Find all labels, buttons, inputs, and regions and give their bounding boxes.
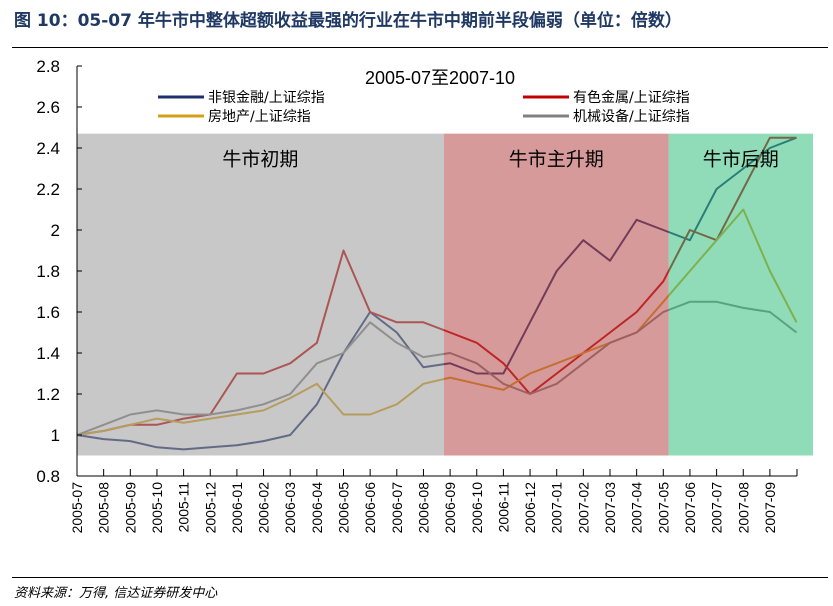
x-tick-label: 2006-12 [522, 482, 538, 534]
legend-label-1: 有色金属/上证综指 [573, 89, 690, 106]
x-tick-label: 2006-11 [495, 482, 511, 533]
x-tick-label: 2006-06 [362, 482, 378, 534]
y-tick-label: 1.4 [36, 344, 60, 363]
region-label-0: 牛市初期 [222, 149, 298, 171]
x-tick-label: 2005-07 [69, 482, 85, 534]
x-tick-label: 2005-11 [176, 482, 192, 533]
region-label-1: 牛市主升期 [509, 149, 604, 171]
x-tick-label: 2006-08 [415, 482, 431, 534]
region-0 [77, 133, 444, 456]
bottom-divider [12, 577, 828, 578]
x-ticks: 2005-07 2005-08 2005-09 2005-10 2005-11 2005-… [69, 469, 798, 534]
x-tick-label: 2007-02 [575, 482, 591, 534]
x-tick-label: 2005-12 [202, 482, 218, 534]
source-note: 资料来源：万得, 信达证券研发中心 [14, 586, 218, 601]
x-tick-label: 2005-08 [96, 482, 112, 534]
region-label-2: 牛市后期 [703, 149, 779, 171]
x-tick-label: 2007-08 [735, 482, 751, 534]
chart-title: 2005-07至2007-10 [365, 68, 515, 88]
region-1 [443, 133, 669, 456]
x-tick-label: 2007-07 [709, 482, 725, 534]
x-tick-label: 2005-10 [149, 482, 165, 534]
y-tick-label: 1.8 [36, 262, 60, 281]
x-tick-label: 2006-03 [282, 482, 298, 534]
x-tick-label: 2007-06 [682, 482, 698, 534]
y-tick-label: 2.6 [36, 98, 60, 117]
y-ticks: 0.8 1 1.2 1.4 1.6 1.8 2 2.2 2.4 2.6 2.8 [36, 57, 82, 486]
y-tick-label: 1.2 [36, 385, 60, 404]
y-tick-label: 2.4 [36, 139, 60, 158]
x-tick-label: 2007-01 [549, 482, 565, 534]
x-tick-label: 2006-07 [389, 482, 405, 534]
x-tick-label: 2007-05 [655, 482, 671, 534]
x-tick-label: 2007-04 [629, 482, 645, 534]
y-tick-label: 2.2 [36, 180, 60, 199]
x-tick-label: 2005-09 [122, 482, 138, 534]
region-2 [668, 133, 813, 456]
legend-label-0: 非银金融/上证综指 [208, 90, 325, 106]
legend-label-2: 房地产/上证综指 [208, 109, 311, 125]
y-tick-label: 2 [51, 221, 60, 240]
x-tick-label: 2006-01 [229, 482, 245, 534]
y-tick-label: 1 [51, 426, 60, 445]
period-regions: 牛市初期 牛市主升期 牛市后期 [77, 133, 813, 456]
y-tick-label: 2.8 [36, 57, 60, 76]
x-tick-label: 2006-05 [336, 482, 352, 534]
top-divider [12, 47, 828, 48]
y-tick-label: 0.8 [36, 467, 60, 486]
x-tick-label: 2006-10 [469, 482, 485, 534]
y-tick-label: 1.6 [36, 303, 60, 322]
x-tick-label: 2006-04 [309, 482, 325, 534]
figure-title: 图 10：05-07 年牛市中整体超额收益最强的行业在牛市中期前半段偏弱（单位：… [14, 11, 682, 31]
x-tick-label: 2006-02 [256, 482, 272, 534]
x-tick-label: 2007-09 [762, 482, 778, 534]
x-tick-label: 2006-09 [442, 482, 458, 534]
x-tick-label: 2007-03 [602, 482, 618, 534]
legend-label-3: 机械设备/上证综指 [573, 108, 690, 125]
